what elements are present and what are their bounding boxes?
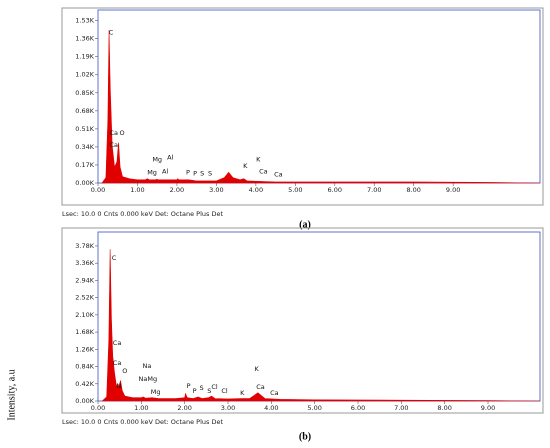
y-tick-label: 0.42K [75,380,94,388]
x-tick-label: 6.00 [351,404,365,412]
peak-label: Ca [256,383,265,391]
peak-label: Al [167,154,173,162]
y-tick-label: 0.34K [75,143,94,151]
peak-label: Mg [151,388,161,396]
x-tick-label: 7.00 [367,186,381,194]
y-tick-label: 1.26K [75,345,94,353]
y-tick-label: 3.78K [75,242,94,250]
y-tick-label: 2.52K [75,294,94,302]
x-tick-label: 0.00 [91,404,105,412]
peak-label: P [186,168,190,176]
y-tick-label: 1.19K [75,53,94,61]
peak-label: P [187,382,191,390]
chart-frame [61,7,544,206]
x-tick-label: 7.00 [394,404,408,412]
y-tick-label: 1.53K [75,17,94,25]
peak-label: Cl [221,387,228,395]
peak-label: Cl [211,383,218,391]
x-tick-label: 1.00 [134,404,148,412]
x-tick-label: 9.00 [481,404,495,412]
peak-label: C [112,254,117,262]
x-tick-label: 0.00 [91,186,105,194]
y-tick-label: 3.36K [75,259,94,267]
x-tick-label: 3.00 [221,404,235,412]
peak-label: Al [162,167,168,175]
x-tick-label: 1.00 [130,186,144,194]
x-tick-label: 6.00 [328,186,342,194]
peak-label: S [208,169,212,177]
x-tick-label: 2.00 [170,186,184,194]
x-tick-label: 5.00 [288,186,302,194]
peak-label: K [240,389,245,397]
peak-label: Na [143,362,152,370]
caption: (a) [299,219,311,230]
x-tick-label: 2.00 [177,404,191,412]
x-tick-label: 4.00 [264,404,278,412]
chart-frame [61,227,544,414]
x-tick-label: 5.00 [307,404,321,412]
peak-label: Ca [110,141,119,149]
y-axis-label: Intensity, a.u [6,369,17,420]
spectrum [101,249,541,402]
y-tick-label: 2.94K [75,276,94,284]
caption: (b) [299,431,311,442]
peak-label: Ca [113,339,122,347]
y-tick-label: 1.02K [75,71,94,79]
peak-label: N [116,382,121,390]
x-tick-label: 8.00 [437,404,451,412]
peak-label: Ca [274,171,283,179]
plot-area [97,9,541,184]
footer: Lsec: 10.0 0 Cnts 0.000 keV Det: Octane … [62,210,223,218]
y-tick-label: 0.85K [75,89,94,97]
peak-label: Mg [147,168,157,176]
footer: Lsec: 10.0 0 Cnts 0.000 keV Det: Octane … [62,418,223,426]
y-tick-label: 2.10K [75,311,94,319]
y-tick-label: 1.36K [75,35,94,43]
y-tick-label: 0.17K [75,161,94,169]
x-tick-label: 3.00 [209,186,223,194]
peak-label: Ca [270,389,279,397]
peak-label: Ca [259,167,268,175]
y-tick-label: 0.84K [75,363,94,371]
x-tick-label: 8.00 [406,186,420,194]
peak-label: P [193,169,197,177]
y-tick-label: 0.00K [75,397,94,405]
peak-label: P [193,387,197,395]
peak-label: K [254,365,259,373]
peak-label: S [199,384,203,392]
peak-label: Mg [152,156,162,164]
spectrum [101,30,541,184]
y-tick-label: 1.68K [75,328,94,336]
peak-label: K [243,162,248,170]
peak-label: O [122,367,127,375]
peak-label: S [200,169,204,177]
y-tick-label: 0.51K [75,125,94,133]
x-tick-label: 9.00 [446,186,460,194]
plot-area [97,231,541,402]
peak-label: C [109,28,114,36]
peak-label: S [207,387,211,395]
peak-label: NaMg [139,375,158,383]
x-tick-label: 4.00 [249,186,263,194]
peak-label: K [256,156,261,164]
peak-label: O [120,129,125,137]
peak-label: Ca [113,359,122,367]
y-tick-label: 0.68K [75,107,94,115]
y-tick-label: 0.00K [75,179,94,187]
peak-label: Ca [110,129,119,137]
